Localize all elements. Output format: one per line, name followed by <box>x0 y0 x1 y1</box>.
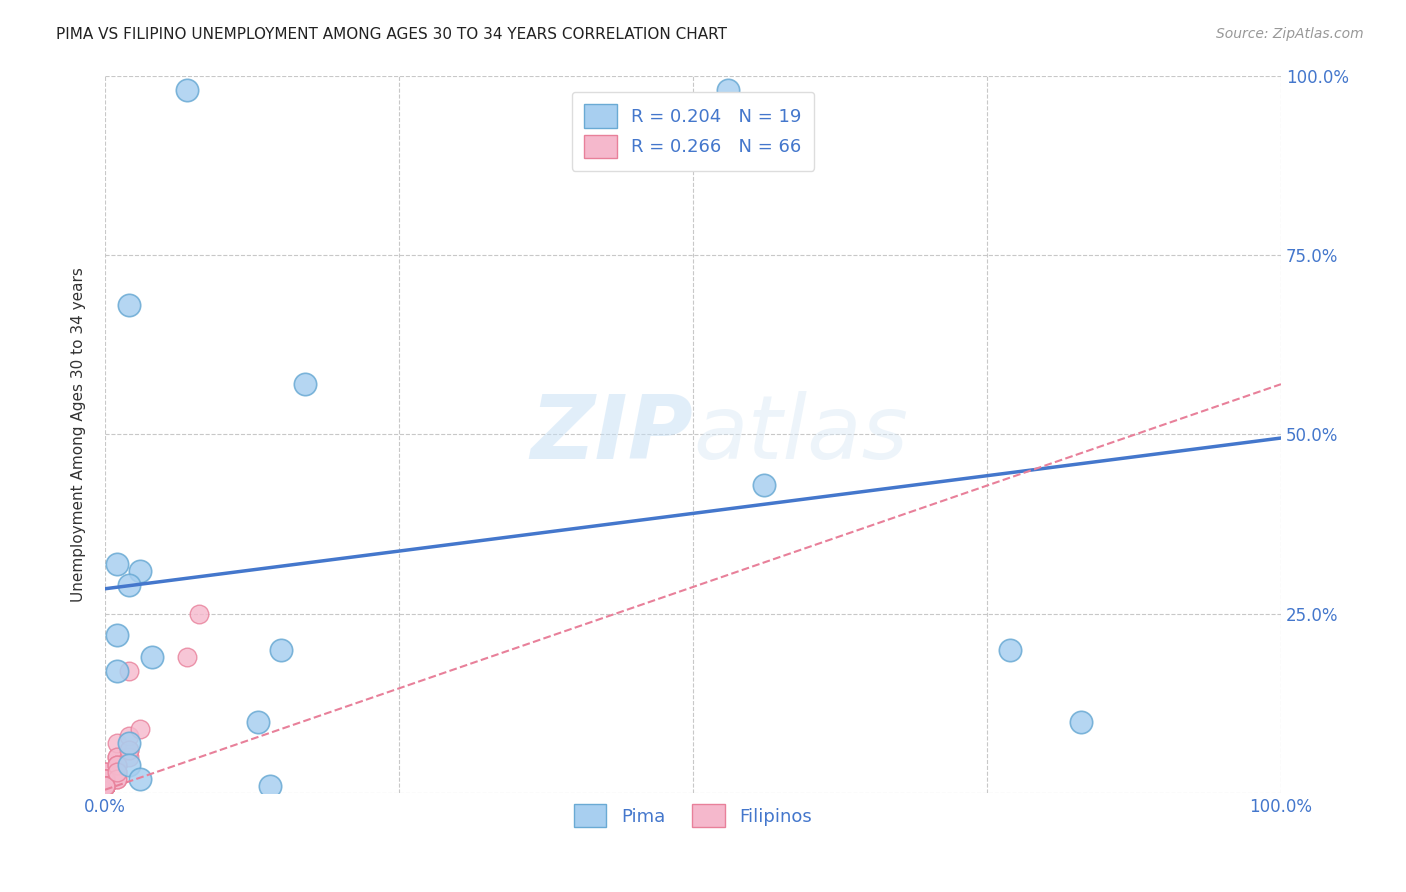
Point <box>117 736 139 750</box>
Point <box>94 779 117 793</box>
Point <box>105 757 128 772</box>
Point <box>94 779 117 793</box>
Point <box>94 764 117 779</box>
Point <box>94 779 117 793</box>
Point <box>94 779 117 793</box>
Point <box>94 779 117 793</box>
Point <box>94 764 117 779</box>
Text: PIMA VS FILIPINO UNEMPLOYMENT AMONG AGES 30 TO 34 YEARS CORRELATION CHART: PIMA VS FILIPINO UNEMPLOYMENT AMONG AGES… <box>56 27 727 42</box>
Point <box>117 665 139 679</box>
Point <box>141 650 163 665</box>
Point <box>294 377 316 392</box>
Point <box>94 779 117 793</box>
Point <box>94 772 117 786</box>
Point <box>105 750 128 764</box>
Point <box>94 772 117 786</box>
Point <box>94 772 117 786</box>
Point <box>717 83 740 97</box>
Point <box>94 779 117 793</box>
Point <box>105 557 128 571</box>
Point <box>129 564 152 578</box>
Point <box>94 779 117 793</box>
Text: atlas: atlas <box>693 392 908 477</box>
Point <box>94 779 117 793</box>
Point <box>94 772 117 786</box>
Point <box>94 779 117 793</box>
Legend: Pima, Filipinos: Pima, Filipinos <box>567 797 820 835</box>
Point <box>94 779 117 793</box>
Point <box>94 779 117 793</box>
Point <box>94 779 117 793</box>
Point <box>105 628 128 642</box>
Point <box>117 729 139 743</box>
Point <box>105 750 128 764</box>
Point <box>94 779 117 793</box>
Point <box>105 757 128 772</box>
Point <box>752 477 775 491</box>
Point <box>94 779 117 793</box>
Point <box>259 779 281 793</box>
Point <box>176 83 198 97</box>
Point <box>94 779 117 793</box>
Point <box>94 779 117 793</box>
Point <box>117 750 139 764</box>
Point <box>94 772 117 786</box>
Point <box>117 298 139 312</box>
Point <box>94 772 117 786</box>
Point <box>94 779 117 793</box>
Point <box>129 722 152 736</box>
Point <box>1070 714 1092 729</box>
Point <box>94 779 117 793</box>
Point <box>94 772 117 786</box>
Point <box>105 757 128 772</box>
Point <box>117 743 139 757</box>
Point <box>129 772 152 786</box>
Point <box>94 772 117 786</box>
Point <box>1000 642 1022 657</box>
Point <box>105 764 128 779</box>
Point <box>94 779 117 793</box>
Point <box>105 772 128 786</box>
Point <box>94 772 117 786</box>
Point <box>105 764 128 779</box>
Point <box>94 779 117 793</box>
Point <box>94 779 117 793</box>
Point <box>94 779 117 793</box>
Point <box>105 764 128 779</box>
Point <box>105 772 128 786</box>
Point <box>188 607 211 621</box>
Point <box>94 779 117 793</box>
Point <box>105 665 128 679</box>
Point <box>94 779 117 793</box>
Point <box>246 714 269 729</box>
Point <box>94 779 117 793</box>
Text: Source: ZipAtlas.com: Source: ZipAtlas.com <box>1216 27 1364 41</box>
Y-axis label: Unemployment Among Ages 30 to 34 years: Unemployment Among Ages 30 to 34 years <box>72 267 86 602</box>
Point <box>94 779 117 793</box>
Point <box>117 578 139 592</box>
Point <box>94 772 117 786</box>
Point <box>94 779 117 793</box>
Point <box>270 642 292 657</box>
Point <box>117 757 139 772</box>
Point <box>94 779 117 793</box>
Point <box>105 736 128 750</box>
Point <box>94 779 117 793</box>
Text: ZIP: ZIP <box>530 391 693 478</box>
Point <box>94 779 117 793</box>
Point <box>105 757 128 772</box>
Point <box>117 743 139 757</box>
Point <box>94 779 117 793</box>
Point <box>176 650 198 665</box>
Point <box>94 764 117 779</box>
Point <box>94 779 117 793</box>
